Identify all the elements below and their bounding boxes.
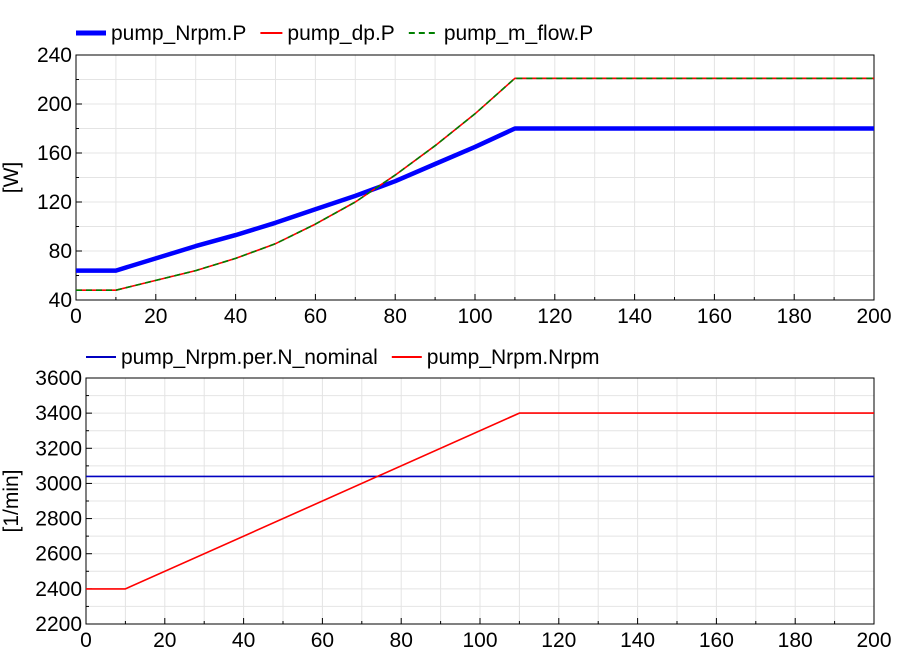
x-tick-label: 40 bbox=[232, 629, 255, 647]
x-tick-label: 40 bbox=[224, 305, 247, 328]
y-tick-label: 120 bbox=[37, 191, 72, 214]
power-chart: 0 20 40 60 80 100 120 140 160 180 200 40 80 120 160 200… bbox=[0, 22, 892, 328]
y-tick-label: 200 bbox=[37, 93, 72, 116]
legend-entry-1: pump_dp.P bbox=[287, 22, 394, 45]
x-tick-label: 140 bbox=[620, 629, 655, 647]
y-tick-label: 40 bbox=[49, 289, 72, 312]
x-tick-label: 200 bbox=[856, 305, 891, 328]
x-tick-label: 0 bbox=[80, 629, 92, 647]
x-tick-label: 80 bbox=[384, 305, 407, 328]
x-tick-label: 180 bbox=[778, 629, 813, 647]
x-tick-label: 20 bbox=[144, 305, 167, 328]
y-tick-label: 3400 bbox=[35, 402, 82, 425]
x-tick-label: 160 bbox=[697, 305, 732, 328]
y-tick-label: 2800 bbox=[35, 508, 82, 531]
y-tick-label: 160 bbox=[37, 142, 72, 165]
legend-entry-1: pump_Nrpm.Nrpm bbox=[427, 346, 600, 369]
x-tick-label: 0 bbox=[70, 305, 82, 328]
x-tick-label: 200 bbox=[856, 629, 891, 647]
speed-chart: 0 20 40 60 80 100 120 140 160 180 200 2200 2400 2600 2… bbox=[0, 346, 892, 647]
x-tick-label: 160 bbox=[699, 629, 734, 647]
grid bbox=[75, 54, 875, 301]
x-tick-label: 20 bbox=[153, 629, 176, 647]
x-tick-label: 120 bbox=[537, 305, 572, 328]
y-tick-label: 2200 bbox=[35, 613, 82, 636]
y-axis-label: [1/min] bbox=[0, 469, 23, 532]
y-tick-label: 2600 bbox=[35, 543, 82, 566]
y-tick-label: 240 bbox=[37, 44, 72, 67]
series-line-0 bbox=[76, 126, 874, 273]
series-line-2 bbox=[76, 77, 874, 292]
y-tick-label: 80 bbox=[49, 240, 72, 263]
x-tick-label: 100 bbox=[457, 305, 492, 328]
legend-entry-0: pump_Nrpm.per.N_nominal bbox=[121, 346, 378, 369]
x-tick-label: 80 bbox=[390, 629, 413, 647]
x-tick-label: 100 bbox=[462, 629, 497, 647]
x-tick-label: 140 bbox=[617, 305, 652, 328]
y-tick-label: 2400 bbox=[35, 578, 82, 601]
x-tick-label: 120 bbox=[541, 629, 576, 647]
y-tick-label: 3200 bbox=[35, 437, 82, 460]
legend-entry-0: pump_Nrpm.P bbox=[111, 22, 246, 45]
y-tick-label: 3600 bbox=[35, 367, 82, 390]
y-tick-label: 3000 bbox=[35, 472, 82, 495]
grid bbox=[85, 377, 875, 625]
x-tick-label: 180 bbox=[777, 305, 812, 328]
y-axis-label: [W] bbox=[0, 162, 23, 194]
series-line-1 bbox=[86, 412, 874, 590]
legend-entry-2: pump_m_flow.P bbox=[444, 22, 593, 45]
x-tick-label: 60 bbox=[311, 629, 334, 647]
x-tick-label: 60 bbox=[304, 305, 327, 328]
